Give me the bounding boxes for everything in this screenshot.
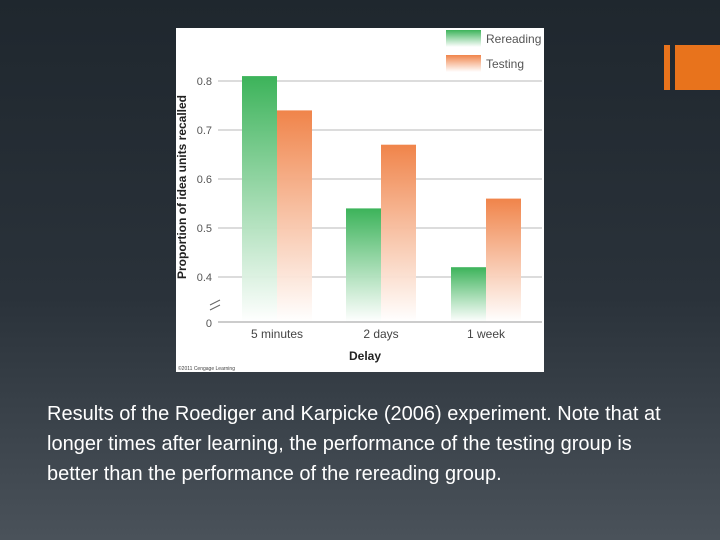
y-tick-label: 0.8	[197, 76, 212, 88]
y-origin-label: 0	[206, 318, 212, 330]
bar-rereading-2	[451, 267, 486, 322]
x-tick-label: 2 days	[363, 327, 398, 341]
legend-label-testing: Testing	[486, 57, 524, 71]
bar-testing-1	[381, 144, 416, 322]
copyright-note: ©2011 Cengage Learning	[178, 365, 235, 372]
x-tick-label: 1 week	[467, 327, 506, 341]
accent-bar-thin	[664, 45, 670, 90]
x-tick-label: 5 minutes	[251, 327, 303, 341]
y-tick-label: 0.5	[197, 223, 212, 235]
bar-layer	[242, 76, 521, 323]
orange-accent-mark	[664, 45, 720, 90]
bar-rereading-1	[346, 208, 381, 322]
bar-rereading-0	[242, 76, 277, 322]
x-axis-label: Delay	[349, 349, 381, 363]
bar-testing-2	[486, 198, 521, 322]
bar-testing-0	[277, 110, 312, 323]
legend-swatch-rereading	[446, 30, 481, 47]
y-axis-label: Proportion of idea units recalled	[176, 95, 189, 279]
legend: Rereading Testing	[446, 30, 541, 72]
y-tick-label: 0.6	[197, 174, 212, 186]
legend-swatch-testing	[446, 55, 481, 72]
axis-break-mark	[209, 299, 221, 311]
y-tick-label: 0.4	[197, 272, 212, 284]
slide-caption: Results of the Roediger and Karpicke (20…	[47, 403, 661, 485]
bar-chart: 0.8 0.7 0.6 0.5 0.4 0 5 minutes 2 days 1 week Re…	[176, 30, 542, 372]
accent-bar-thick	[675, 45, 720, 90]
axis-layer: 0.8 0.7 0.6 0.5 0.4 0 5 minutes 2 days 1 week	[197, 76, 542, 341]
chart-panel: 0.8 0.7 0.6 0.5 0.4 0 5 minutes 2 days 1 week Re…	[176, 28, 544, 372]
y-tick-label: 0.7	[197, 125, 212, 137]
legend-label-rereading: Rereading	[486, 32, 541, 46]
